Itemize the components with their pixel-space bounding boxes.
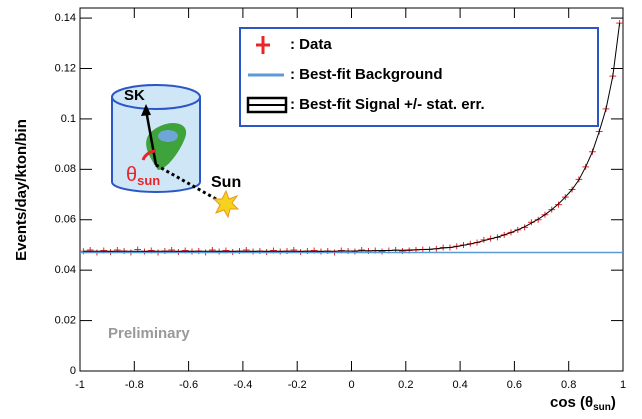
angle-arc — [141, 149, 157, 161]
y-tick-label: 0.14 — [55, 12, 76, 24]
data-point — [351, 248, 359, 255]
x-tick-label: 0.2 — [398, 379, 413, 391]
sk-label: SK — [124, 87, 145, 104]
x-tick-label: 0.8 — [561, 379, 576, 391]
legend-box — [239, 27, 599, 127]
y-tick-label: 0.08 — [55, 163, 76, 175]
legend-label: : Data — [290, 36, 332, 53]
direction-arrow — [144, 109, 158, 166]
arrowhead — [141, 104, 151, 116]
sun-icon — [212, 189, 240, 219]
theta-label: θsun — [126, 164, 160, 188]
y-tick-label: 0.1 — [61, 113, 76, 125]
theta-sub: sun — [137, 173, 160, 188]
cylinder-top — [111, 84, 201, 110]
x-axis-label-sub: sun — [593, 402, 611, 413]
y-tick-label: 0 — [70, 365, 76, 377]
x-tick-label: -0.8 — [125, 379, 144, 391]
x-axis-label-close: ) — [611, 394, 616, 411]
ring-center — [158, 130, 178, 142]
x-tick-label: 1 — [620, 379, 626, 391]
legend-swatch — [256, 36, 270, 54]
data-point — [555, 201, 562, 208]
preliminary-label: Preliminary — [108, 325, 190, 342]
sk-diagram: SK θsun Sun — [111, 84, 241, 219]
sun-label: Sun — [211, 174, 241, 191]
y-axis-label: Events/day/kton/bin — [13, 119, 30, 261]
y-tick-label: 0.04 — [55, 264, 76, 276]
x-tick-label: 0 — [348, 379, 354, 391]
x-tick-label: -0.2 — [288, 379, 307, 391]
x-tick-label: -0.6 — [179, 379, 198, 391]
theta-symbol: θ — [126, 164, 137, 186]
series-line — [83, 23, 621, 252]
sun-direction — [155, 163, 224, 205]
y-tick-label: 0.12 — [55, 62, 76, 74]
x-axis-label: cos (θsun) — [550, 394, 616, 413]
x-tick-label: 0.6 — [507, 379, 522, 391]
data-point — [378, 248, 386, 255]
x-tick-label: -0.4 — [233, 379, 252, 391]
x-tick-label: -1 — [75, 379, 85, 391]
legend-label: : Best-fit Signal +/- stat. err. — [290, 96, 485, 113]
y-tick-label: 0.02 — [55, 314, 76, 326]
legend-label: : Best-fit Background — [290, 66, 443, 83]
x-axis-label-main: cos (θ — [550, 394, 593, 411]
legend: : Data : Best-fit Background : Best-fit Si… — [239, 27, 599, 127]
x-tick-label: 0.4 — [452, 379, 467, 391]
y-tick-label: 0.06 — [55, 214, 76, 226]
